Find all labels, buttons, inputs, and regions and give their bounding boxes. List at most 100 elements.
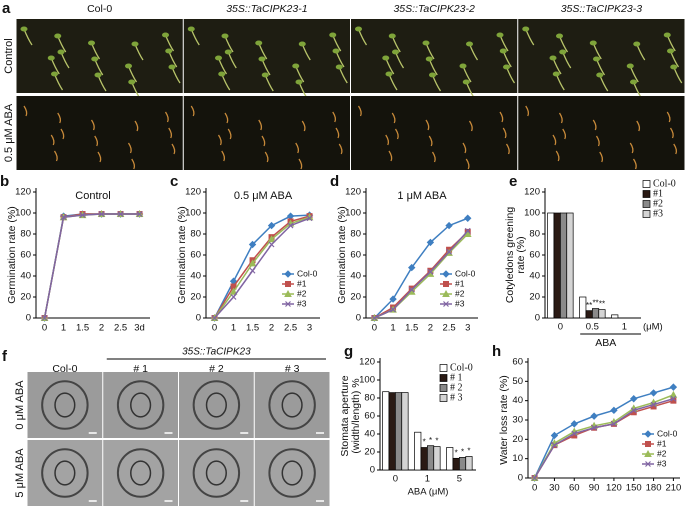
x-tick-label: 1 bbox=[231, 323, 236, 334]
cell-outline bbox=[116, 380, 165, 430]
photo bbox=[179, 372, 254, 438]
marker bbox=[610, 406, 618, 415]
cotyledon bbox=[466, 41, 473, 47]
cotyledon bbox=[88, 40, 95, 46]
bar bbox=[420, 447, 428, 471]
marker bbox=[644, 430, 652, 438]
bar bbox=[459, 457, 467, 471]
marker bbox=[443, 301, 449, 307]
y-tick-label: 120 bbox=[345, 187, 361, 198]
seedling bbox=[57, 112, 62, 124]
y-tick-label: 80 bbox=[529, 229, 540, 240]
x-tick-label: 180 bbox=[646, 483, 662, 494]
bar bbox=[382, 391, 390, 471]
x-tick-label: 1 bbox=[425, 474, 430, 485]
photo bbox=[351, 96, 518, 170]
marker bbox=[551, 442, 558, 449]
y-tick-label: 0 bbox=[26, 313, 31, 324]
seedling bbox=[190, 105, 195, 117]
legend-label: #2 bbox=[653, 198, 663, 209]
x-tick-label: 3 bbox=[307, 323, 312, 334]
marker bbox=[464, 227, 471, 234]
series-line bbox=[373, 217, 469, 319]
column-label: # 1 bbox=[133, 363, 148, 375]
marker bbox=[630, 395, 638, 403]
marker bbox=[287, 222, 294, 229]
photo bbox=[183, 96, 350, 170]
group-label: 35S::TaCIPK23 bbox=[182, 347, 251, 358]
photo bbox=[179, 440, 254, 506]
x-tick-label: 2 bbox=[269, 323, 274, 334]
chart-title: 1 μM ABA bbox=[397, 190, 447, 202]
seedling bbox=[632, 158, 637, 170]
column-label: 35S::TaCIPK23-1 bbox=[226, 3, 307, 15]
x-tick-label: 0 bbox=[212, 323, 217, 334]
marker bbox=[267, 235, 276, 243]
legend-label: #1 bbox=[657, 438, 667, 448]
cell-inner bbox=[54, 392, 76, 418]
seedling bbox=[60, 128, 65, 140]
y-tick-label: 80 bbox=[20, 229, 31, 240]
y-axis-label: Water loss rate (%) bbox=[498, 375, 510, 464]
cell-outline bbox=[41, 448, 89, 498]
seedling bbox=[338, 143, 343, 155]
significance: * bbox=[429, 436, 432, 445]
y-tick-label: 40 bbox=[512, 395, 523, 406]
panel-label: e bbox=[509, 173, 517, 190]
cotyledon bbox=[54, 33, 62, 39]
y-tick-label: 60 bbox=[20, 250, 31, 261]
seedling bbox=[558, 112, 563, 124]
x-tick-label: 150 bbox=[626, 483, 642, 494]
cotyledon bbox=[626, 63, 634, 69]
cotyledon bbox=[593, 56, 600, 62]
x-tick-label: 1.5 bbox=[246, 323, 259, 334]
y-tick-label: 120 bbox=[185, 187, 201, 198]
legend-label: #1 bbox=[297, 278, 307, 288]
bar bbox=[585, 310, 593, 319]
y-tick-label: 100 bbox=[185, 208, 201, 219]
cotyledon bbox=[385, 71, 393, 77]
seedling bbox=[629, 142, 634, 154]
cotyledon bbox=[503, 64, 510, 70]
marker bbox=[117, 211, 124, 217]
x-tick-label: 1 bbox=[61, 323, 66, 334]
bar bbox=[611, 314, 619, 319]
seedling bbox=[264, 151, 269, 163]
cotyledon bbox=[382, 55, 390, 61]
y-axis-label: (width/length) % bbox=[350, 378, 362, 453]
marker bbox=[445, 221, 453, 230]
cotyledon bbox=[335, 64, 343, 70]
x-tick-label: 2.5 bbox=[284, 323, 297, 334]
cotyledon bbox=[596, 72, 604, 78]
cotyledon bbox=[57, 49, 65, 55]
legend-swatch bbox=[439, 394, 448, 402]
marker bbox=[267, 221, 276, 230]
series-line bbox=[43, 213, 140, 319]
seedling bbox=[428, 135, 433, 147]
photo bbox=[16, 19, 183, 93]
bar bbox=[592, 308, 600, 319]
cotyledon bbox=[556, 33, 563, 39]
significance: ** bbox=[592, 299, 598, 308]
y-axis-label: Germination rate (%) bbox=[6, 206, 18, 303]
cotyledon bbox=[522, 26, 530, 32]
y-axis-label: Germination rate (%) bbox=[176, 206, 188, 303]
series-line bbox=[213, 215, 310, 319]
cotyledon bbox=[51, 71, 58, 77]
marker bbox=[286, 212, 295, 220]
legend-label: Col-0 bbox=[297, 268, 318, 278]
x-tick-label: 2 bbox=[99, 323, 104, 334]
x-tick-label: 0 bbox=[372, 323, 377, 334]
series-line bbox=[374, 230, 469, 319]
series-line bbox=[374, 231, 469, 319]
legend-label: #1 bbox=[653, 188, 663, 199]
legend-label: # 2 bbox=[450, 382, 463, 393]
cotyledon bbox=[332, 48, 340, 54]
legend-label: # 3 bbox=[450, 392, 463, 403]
cell-outline bbox=[192, 380, 241, 430]
legend-swatch bbox=[642, 190, 651, 198]
significance: * bbox=[467, 447, 470, 456]
y-tick-label: 30 bbox=[512, 415, 523, 426]
cotyledon bbox=[459, 63, 467, 69]
